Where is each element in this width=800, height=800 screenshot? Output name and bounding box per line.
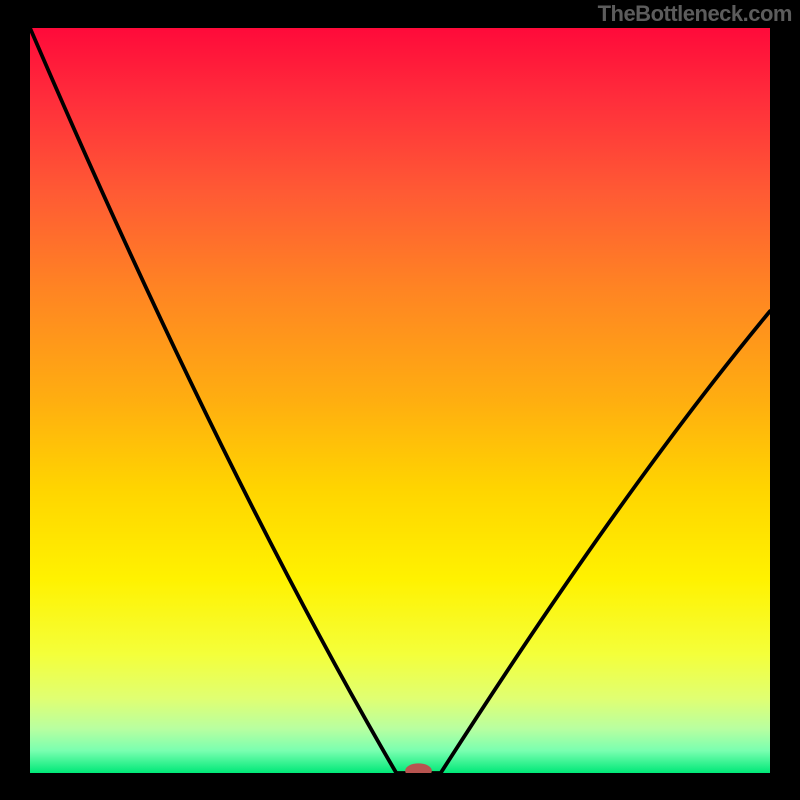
chart-frame: TheBottleneck.com [0, 0, 800, 800]
watermark-text: TheBottleneck.com [598, 1, 792, 27]
bottleneck-plot [30, 28, 770, 773]
gradient-background [30, 28, 770, 773]
